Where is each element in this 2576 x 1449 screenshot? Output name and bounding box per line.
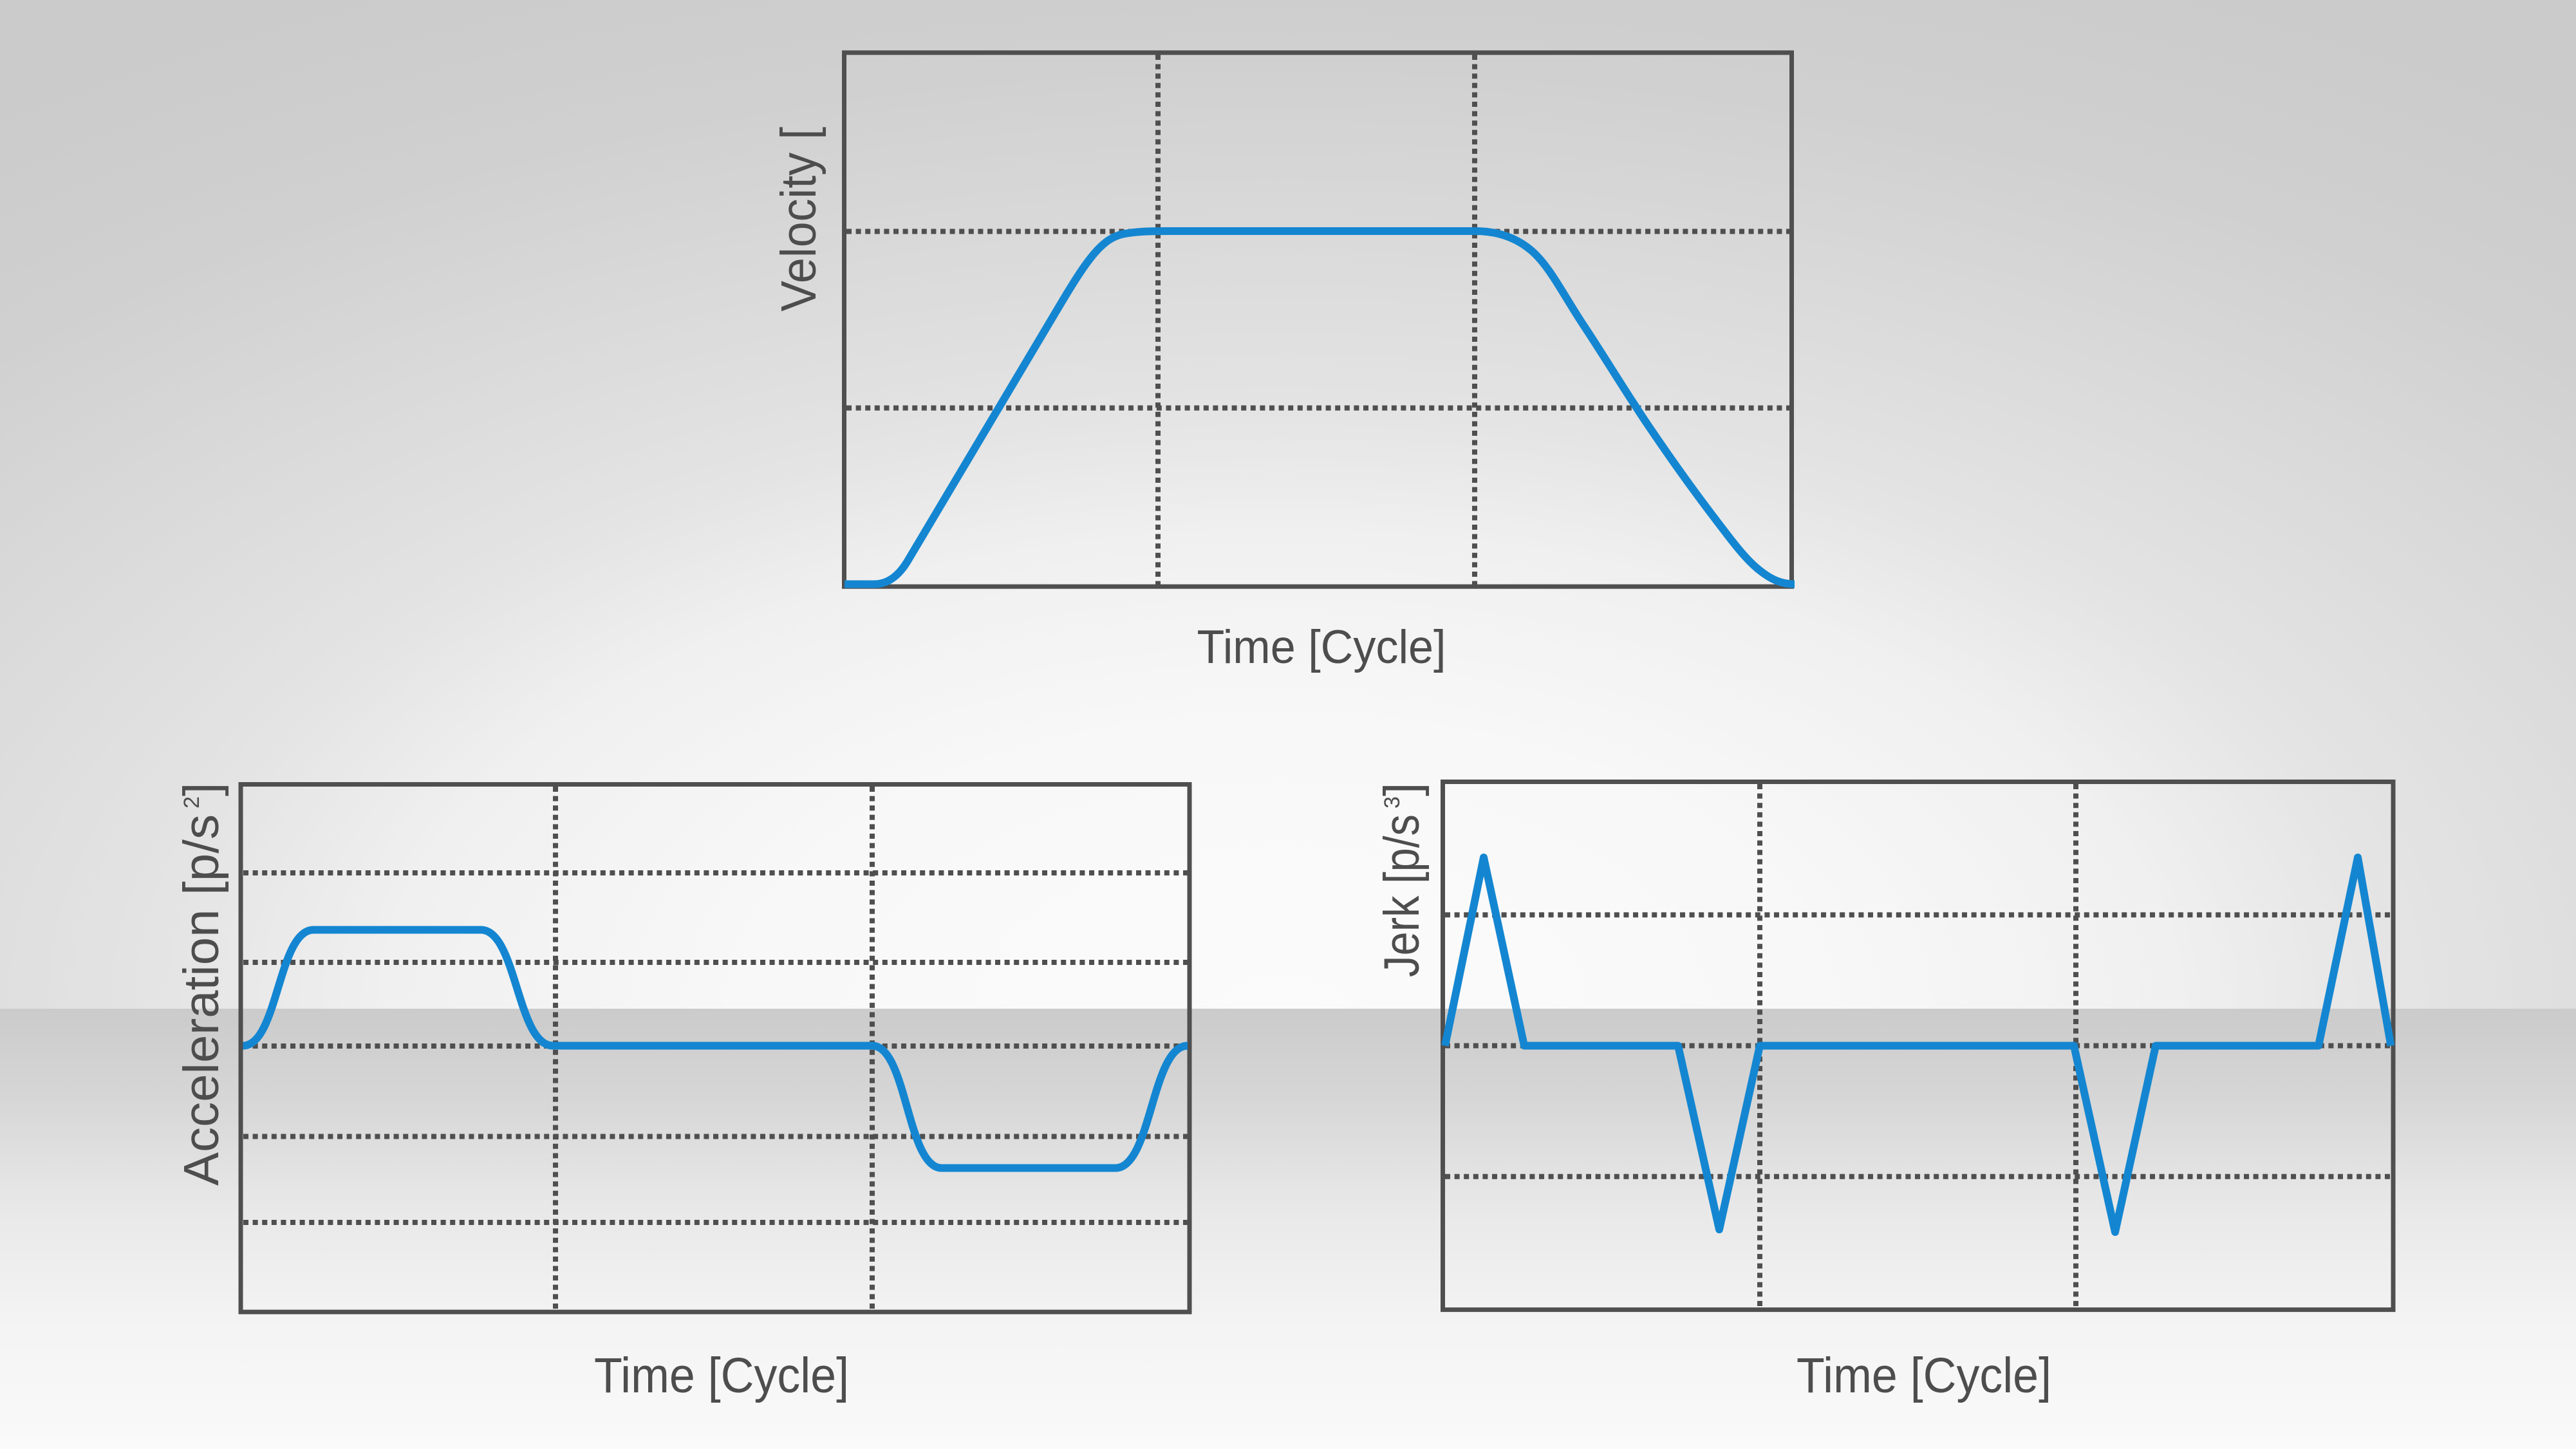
svg-text:]: ]: [174, 783, 229, 796]
svg-text:Velocity [: Velocity [: [771, 127, 826, 312]
svg-text:Acceleration [p/s: Acceleration [p/s: [174, 814, 229, 1186]
svg-text:]: ]: [1374, 783, 1430, 796]
svg-text:Time [Cycle]: Time [Cycle]: [1197, 621, 1446, 673]
svg-text:Jerk [p/s: Jerk [p/s: [1374, 814, 1430, 977]
svg-text:Time [Cycle]: Time [Cycle]: [594, 1348, 849, 1403]
svg-text:3: 3: [1380, 796, 1405, 809]
svg-text:Time [Cycle]: Time [Cycle]: [1797, 1348, 2051, 1403]
svg-text:2: 2: [180, 796, 204, 809]
